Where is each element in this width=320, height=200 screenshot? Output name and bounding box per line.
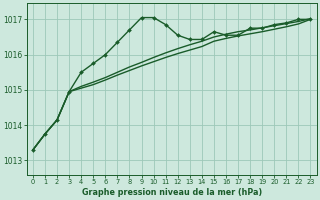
X-axis label: Graphe pression niveau de la mer (hPa): Graphe pression niveau de la mer (hPa) — [82, 188, 262, 197]
